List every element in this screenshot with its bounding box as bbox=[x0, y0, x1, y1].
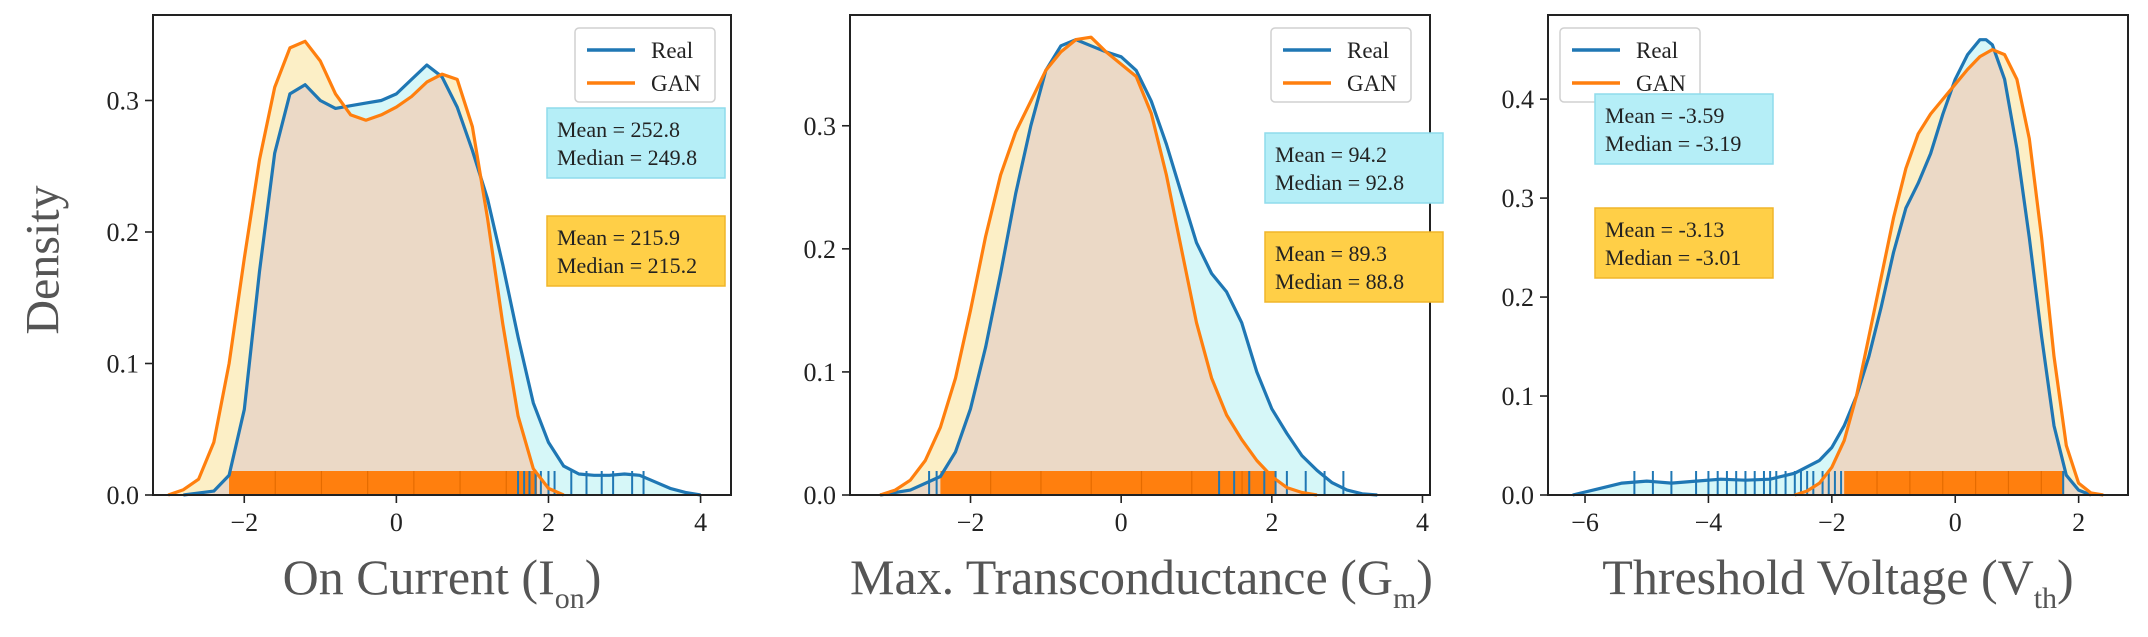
y-tick-label: 0.3 bbox=[804, 112, 837, 141]
x-tick-label: 2 bbox=[1265, 508, 1278, 537]
y-tick-label: 0.1 bbox=[107, 349, 140, 378]
x-axis-label-main: On Current (I bbox=[282, 549, 555, 605]
y-tick-label: 0.0 bbox=[1502, 481, 1535, 510]
x-axis-label-subscript: on bbox=[554, 582, 585, 615]
plot-frame bbox=[1547, 14, 2129, 496]
real-stats-box bbox=[1594, 93, 1774, 165]
gan-density-line bbox=[1794, 48, 2104, 497]
stats-mean-text: Mean = 215.9 bbox=[557, 225, 680, 250]
y-tick-label: 0.2 bbox=[1502, 283, 1535, 312]
stats-mean-text: Mean = 89.3 bbox=[1275, 241, 1387, 266]
subplot-max-transconductance: −2 0 2 4 0.0 0.1 0.2 0.3 Real GAN Mean = 94.2 Media… bbox=[804, 14, 1444, 537]
x-tick-label: 0 bbox=[1115, 508, 1128, 537]
y-tick-label: 0.0 bbox=[804, 481, 837, 510]
legend-gan-label: GAN bbox=[1347, 71, 1397, 96]
stats-median-text: Median = -3.01 bbox=[1605, 245, 1741, 270]
x-axis-label-threshold-voltage: Threshold Voltage (Vth) bbox=[1548, 548, 2128, 618]
subplot-on-current: −2 0 2 4 0.0 0.1 0.2 0.3 Real GAN Mean = 252.8 Medi… bbox=[107, 14, 732, 537]
x-tick-label: −4 bbox=[1695, 508, 1723, 537]
y-tick-label: 0.4 bbox=[1502, 85, 1535, 114]
x-tick-label: 2 bbox=[2072, 508, 2085, 537]
legend-real-label: Real bbox=[1347, 38, 1389, 63]
y-axis-label-text: Density bbox=[16, 185, 70, 335]
real-stats-box bbox=[546, 107, 726, 179]
x-tick-label: 0 bbox=[390, 508, 403, 537]
x-tick-label: −6 bbox=[1571, 508, 1599, 537]
legend-gan-label: GAN bbox=[651, 71, 701, 96]
x-axis-label-close: ) bbox=[1416, 549, 1433, 605]
subplot-threshold-voltage: −6 −4 −2 0 2 0.0 0.1 0.2 0.3 0.4 Real GAN Mean = -3.… bbox=[1502, 14, 2129, 537]
stats-median-text: Median = -3.19 bbox=[1605, 131, 1741, 156]
y-tick-label: 0.1 bbox=[804, 358, 837, 387]
x-axis-label-max-transconductance: Max. Transconductance (Gm) bbox=[850, 548, 1433, 618]
stats-mean-text: Mean = -3.13 bbox=[1605, 217, 1724, 242]
gan-density-line bbox=[879, 35, 1318, 497]
y-tick-label: 0.1 bbox=[1502, 382, 1535, 411]
x-tick-label: −2 bbox=[957, 508, 985, 537]
real-stats-box bbox=[1264, 132, 1444, 204]
x-tick-label: 4 bbox=[1416, 508, 1429, 537]
legend-gan-label: GAN bbox=[1636, 71, 1686, 96]
stats-median-text: Median = 88.8 bbox=[1275, 269, 1404, 294]
stats-mean-text: Mean = 94.2 bbox=[1275, 142, 1387, 167]
x-tick-label: −2 bbox=[230, 508, 258, 537]
real-density-line bbox=[183, 63, 701, 497]
gan-stats-box bbox=[1594, 207, 1774, 279]
x-axis-label-subscript: m bbox=[1392, 582, 1417, 615]
x-axis-label-main: Threshold Voltage (V bbox=[1602, 549, 2034, 605]
x-axis-label-close: ) bbox=[584, 549, 602, 605]
stats-median-text: Median = 215.2 bbox=[557, 253, 697, 278]
x-tick-label: −2 bbox=[1818, 508, 1846, 537]
gan-stats-box bbox=[546, 215, 726, 287]
gan-rug-band bbox=[229, 471, 538, 495]
x-axis-label-on-current: On Current (Ion) bbox=[153, 548, 731, 618]
gan-rug-band bbox=[1844, 471, 2064, 495]
gan-density-line bbox=[167, 39, 565, 497]
plot-frame bbox=[152, 14, 732, 496]
stats-mean-text: Mean = -3.59 bbox=[1605, 103, 1724, 128]
x-axis-label-subscript: th bbox=[2033, 582, 2058, 615]
real-density-line bbox=[1572, 38, 2092, 497]
y-tick-label: 0.2 bbox=[804, 235, 837, 264]
y-tick-label: 0.3 bbox=[1502, 184, 1535, 213]
y-axis-label: Density bbox=[8, 160, 78, 360]
legend-real-label: Real bbox=[651, 38, 693, 63]
real-density-line bbox=[879, 38, 1378, 497]
stats-mean-text: Mean = 252.8 bbox=[557, 117, 680, 142]
x-axis-label-main: Max. Transconductance (G bbox=[850, 549, 1393, 605]
y-tick-label: 0.3 bbox=[107, 86, 140, 115]
stats-median-text: Median = 249.8 bbox=[557, 145, 697, 170]
x-tick-label: 4 bbox=[694, 508, 707, 537]
y-tick-label: 0.0 bbox=[107, 481, 140, 510]
gan-stats-box bbox=[1264, 231, 1444, 303]
x-tick-label: 0 bbox=[1949, 508, 1962, 537]
overlap-density-fill bbox=[880, 39, 1317, 495]
x-axis-label-close: ) bbox=[2057, 549, 2074, 605]
y-tick-label: 0.2 bbox=[107, 218, 140, 247]
stats-median-text: Median = 92.8 bbox=[1275, 170, 1404, 195]
legend-real-label: Real bbox=[1636, 38, 1678, 63]
x-tick-label: 2 bbox=[542, 508, 555, 537]
